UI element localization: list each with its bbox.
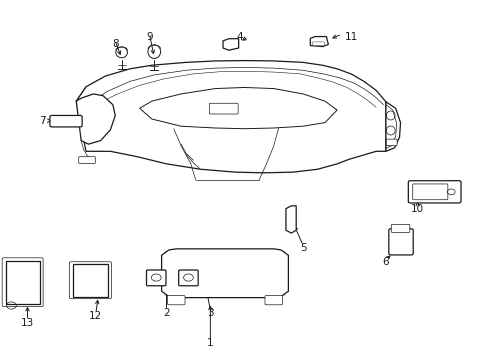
Polygon shape [385, 102, 400, 151]
FancyBboxPatch shape [5, 261, 40, 304]
FancyBboxPatch shape [178, 270, 198, 286]
Polygon shape [223, 39, 238, 50]
FancyBboxPatch shape [390, 225, 409, 232]
FancyBboxPatch shape [167, 296, 184, 305]
FancyBboxPatch shape [79, 157, 95, 163]
FancyBboxPatch shape [388, 229, 412, 255]
FancyBboxPatch shape [412, 184, 447, 200]
Polygon shape [285, 206, 296, 233]
FancyBboxPatch shape [50, 116, 82, 127]
Polygon shape [76, 60, 385, 173]
Text: 8: 8 [112, 39, 119, 49]
FancyBboxPatch shape [407, 181, 460, 203]
FancyBboxPatch shape [264, 296, 282, 305]
Text: 7: 7 [39, 116, 45, 126]
FancyBboxPatch shape [386, 139, 396, 145]
FancyBboxPatch shape [312, 42, 324, 45]
Polygon shape [161, 249, 288, 298]
Text: 4: 4 [236, 32, 243, 41]
FancyBboxPatch shape [73, 264, 108, 297]
FancyBboxPatch shape [209, 103, 238, 114]
Polygon shape [140, 87, 336, 129]
Text: 5: 5 [299, 243, 305, 253]
Text: 3: 3 [206, 308, 213, 318]
Text: 2: 2 [163, 308, 169, 318]
Text: 13: 13 [21, 319, 34, 328]
Text: 9: 9 [146, 32, 152, 41]
FancyBboxPatch shape [146, 270, 165, 286]
Polygon shape [76, 94, 115, 144]
Text: 1: 1 [206, 338, 213, 348]
Text: 6: 6 [382, 257, 388, 267]
Polygon shape [310, 37, 328, 46]
Text: 11: 11 [345, 32, 358, 41]
Text: 12: 12 [89, 311, 102, 321]
Text: 10: 10 [410, 204, 423, 214]
